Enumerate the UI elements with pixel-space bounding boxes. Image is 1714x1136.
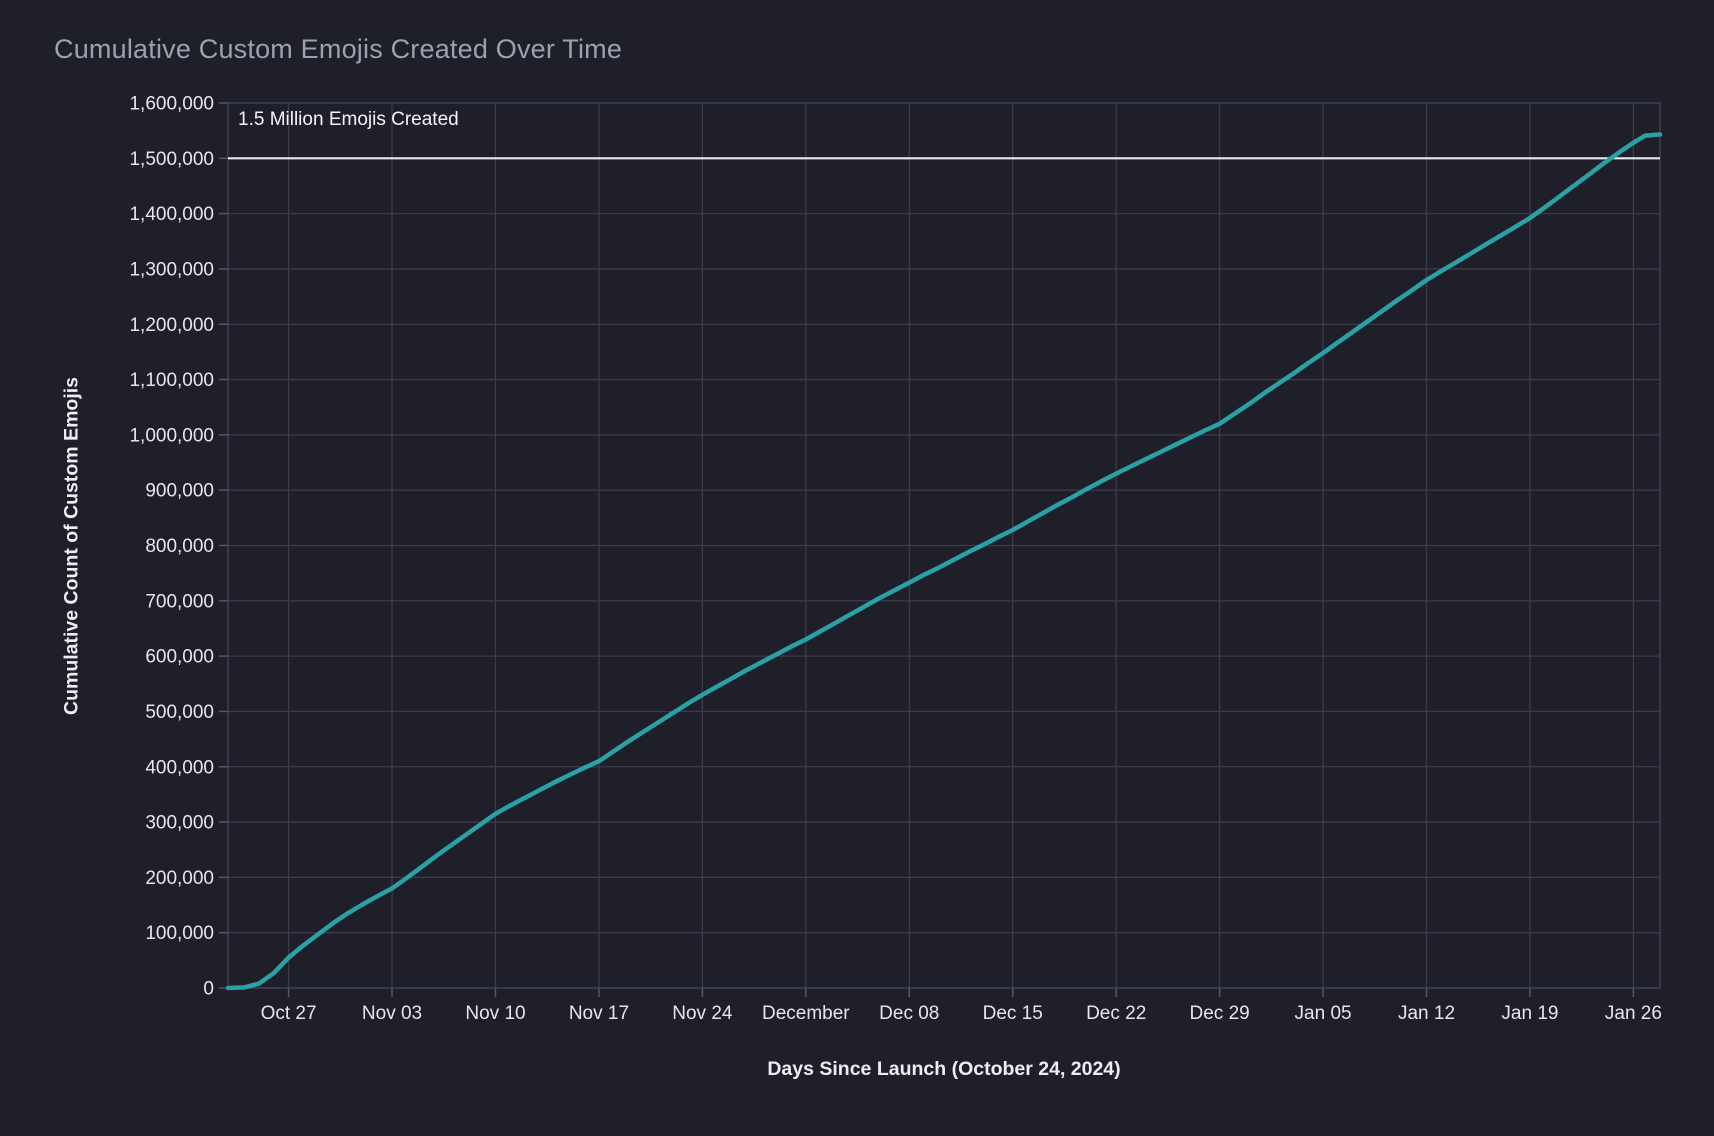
- y-tick-label: 1,200,000: [129, 315, 214, 336]
- x-tick-label: Dec 15: [983, 1003, 1043, 1024]
- y-tick-label: 400,000: [145, 757, 214, 778]
- x-tick-label: Dec 29: [1190, 1003, 1250, 1024]
- y-tick-label: 1,100,000: [129, 370, 214, 391]
- x-axis-title: Days Since Launch (October 24, 2024): [767, 1058, 1121, 1080]
- annotation-label: 1.5 Million Emojis Created: [238, 109, 459, 130]
- x-tick-label: Jan 05: [1295, 1003, 1352, 1024]
- x-tick-label: December: [762, 1003, 850, 1024]
- y-tick-label: 600,000: [145, 647, 214, 668]
- y-tick-label: 500,000: [145, 702, 214, 723]
- y-tick-label: 1,600,000: [129, 94, 214, 115]
- cumulative-emojis-line: [225, 132, 1663, 991]
- y-axis-title: Cumulative Count of Custom Emojis: [60, 376, 83, 716]
- y-tick-label: 1,400,000: [129, 204, 214, 225]
- x-tick-label: Nov 24: [672, 1003, 733, 1024]
- y-tick-label: 1,000,000: [129, 425, 214, 446]
- y-tick-label: 1,500,000: [129, 149, 214, 170]
- x-tick-label: Oct 27: [261, 1003, 317, 1024]
- x-tick-label: Jan 26: [1605, 1003, 1662, 1024]
- y-tick-label: 100,000: [145, 923, 214, 944]
- x-tick-label: Dec 22: [1086, 1003, 1146, 1024]
- y-tick-label: 1,300,000: [129, 259, 214, 280]
- x-tick-label: Jan 19: [1501, 1003, 1558, 1024]
- y-tick-label: 300,000: [145, 813, 214, 834]
- x-tick-label: Nov 03: [362, 1003, 422, 1024]
- y-tick-label: 200,000: [145, 868, 214, 889]
- y-tick-label: 0: [203, 979, 214, 1000]
- y-tick-label: 800,000: [145, 536, 214, 557]
- y-tick-label: 700,000: [145, 591, 214, 612]
- x-tick-label: Nov 17: [569, 1003, 629, 1024]
- x-tick-label: Jan 12: [1398, 1003, 1455, 1024]
- x-tick-label: Dec 08: [879, 1003, 939, 1024]
- chart-title: Cumulative Custom Emojis Created Over Ti…: [54, 34, 623, 64]
- y-tick-label: 900,000: [145, 481, 214, 502]
- x-tick-label: Nov 10: [465, 1003, 525, 1024]
